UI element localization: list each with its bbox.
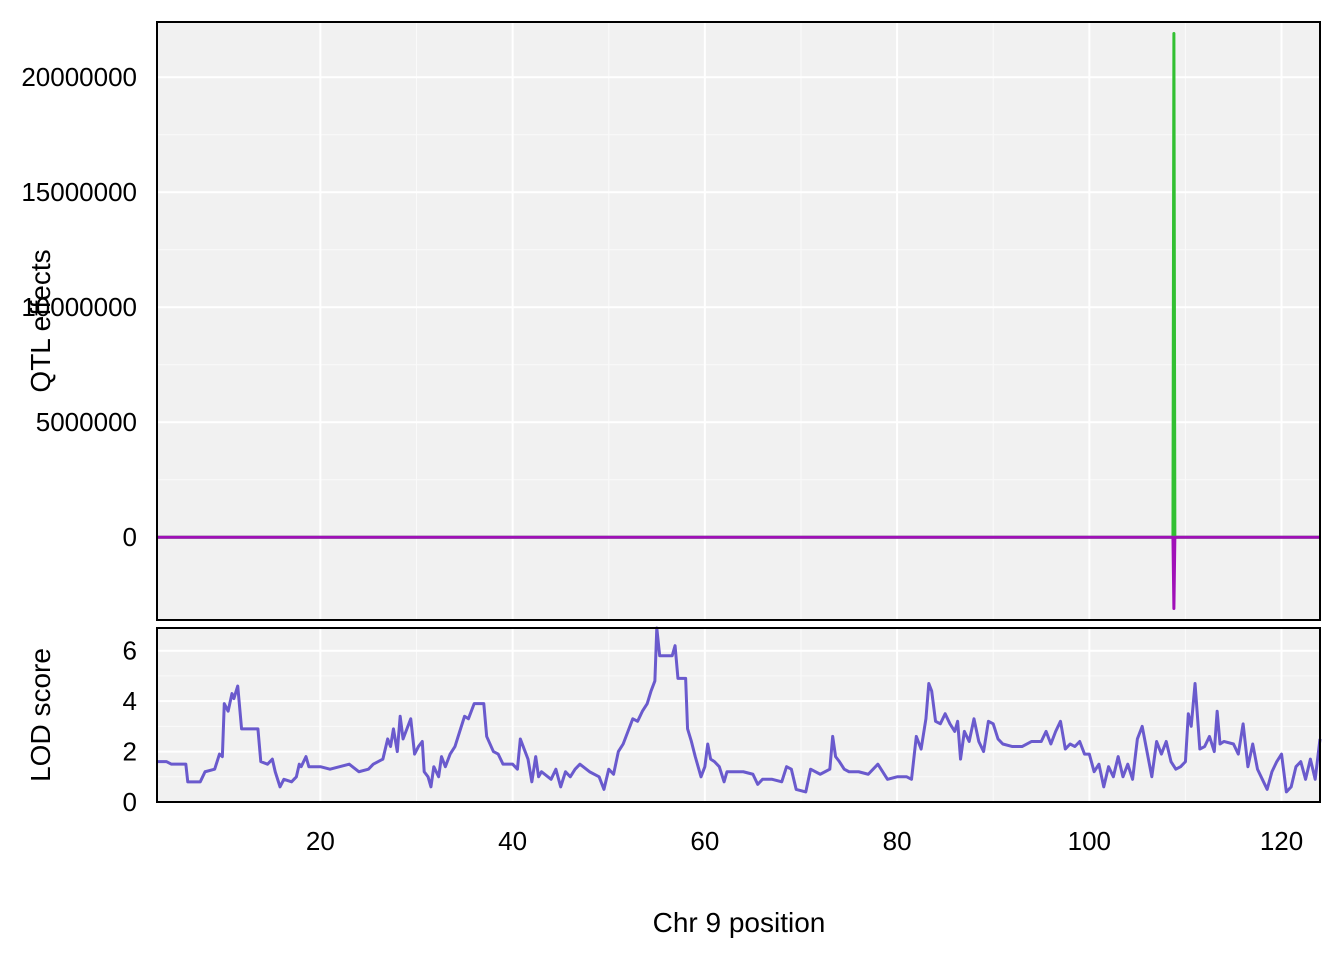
y-tick-label: 0 (123, 522, 137, 552)
y-tick-label: 15000000 (21, 177, 137, 207)
x-tick-label: 100 (1068, 826, 1111, 856)
top-panel-background (157, 22, 1320, 620)
x-tick-label: 80 (883, 826, 912, 856)
series-line-2 (157, 535, 1320, 610)
y-tick-label: 5000000 (36, 407, 137, 437)
lod-score-panel: 0 2 4 6 20 40 60 80 100 120 LOD score Chr 9 posi… (25, 626, 1322, 938)
y-tick-label: 2 (123, 737, 137, 767)
top-y-tick-labels: 0 5000000 10000000 15000000 20000000 (21, 62, 137, 552)
y-tick-label: 20000000 (21, 62, 137, 92)
top-y-axis-title: QTL effects (25, 249, 56, 392)
y-tick-label: 10000000 (21, 292, 137, 322)
series-line-1 (157, 626, 1322, 794)
x-tick-label: 60 (690, 826, 719, 856)
y-tick-label: 6 (123, 636, 137, 666)
top-panel-series (157, 32, 1320, 610)
top-panel-frame (156, 21, 1321, 621)
x-tick-label: 20 (306, 826, 335, 856)
bottom-y-tick-labels: 0 2 4 6 (123, 636, 137, 817)
top-panel-grid (157, 22, 1320, 620)
x-tick-label: 120 (1260, 826, 1303, 856)
bottom-panel-background (157, 628, 1320, 802)
y-tick-label: 4 (123, 686, 137, 716)
qtl-effects-panel: 0 5000000 10000000 15000000 20000000 QTL eff… (21, 21, 1321, 621)
bottom-y-axis-title: LOD score (25, 648, 56, 782)
bottom-panel-frame (156, 627, 1321, 803)
y-tick-label: 0 (123, 787, 137, 817)
x-tick-label: 40 (498, 826, 527, 856)
x-tick-labels: 20 40 60 80 100 120 (306, 826, 1303, 856)
x-axis-title: Chr 9 position (653, 907, 826, 938)
bottom-panel-series (157, 626, 1322, 794)
